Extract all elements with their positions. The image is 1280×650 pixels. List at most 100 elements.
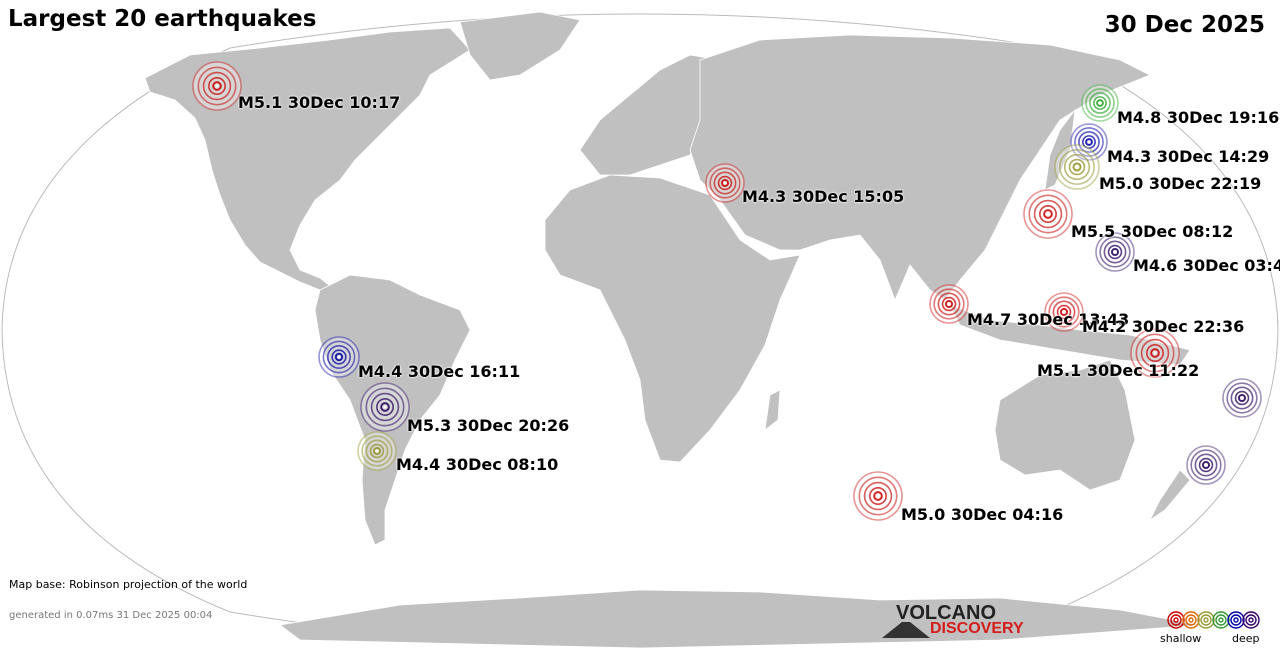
- quake-ring: [1052, 300, 1076, 324]
- quake-label[interactable]: M4.3 30Dec 14:29: [1107, 147, 1270, 166]
- quake-ring: [1078, 131, 1100, 153]
- quake-ring: [1110, 247, 1120, 257]
- earthquake-marker[interactable]: [1222, 378, 1262, 418]
- quake-ring: [1063, 153, 1091, 181]
- quake-label[interactable]: M4.8 30Dec 19:16: [1117, 108, 1280, 127]
- quake-ring: [376, 398, 394, 416]
- depth-legend: shallow deep: [1160, 610, 1270, 646]
- quake-label[interactable]: M4.4 30Dec 08:10: [396, 455, 559, 474]
- legend-ring: [1203, 617, 1209, 623]
- quake-label[interactable]: M4.6 30Dec 03:44: [1133, 256, 1280, 275]
- quake-ring: [208, 77, 226, 95]
- legend-ring: [1215, 614, 1227, 626]
- map-title: Largest 20 earthquakes: [8, 6, 317, 32]
- quake-ring: [873, 491, 883, 501]
- legend-ring: [1233, 617, 1239, 623]
- earthquake-marker[interactable]: [357, 431, 397, 471]
- logo-line2: DISCOVERY: [930, 620, 1024, 637]
- legend-ring: [1248, 617, 1254, 623]
- new-zealand: [1148, 469, 1191, 522]
- map-base-note: Map base: Robinson projection of the wor…: [9, 578, 248, 591]
- logo-line1: VOLCANO: [896, 602, 996, 624]
- quake-ring: [937, 292, 961, 316]
- quake-label[interactable]: M4.4 30Dec 16:11: [358, 362, 521, 381]
- quake-ring: [1059, 307, 1069, 317]
- quake-ring: [1198, 457, 1214, 473]
- quake-ring: [369, 443, 385, 459]
- quake-ring: [326, 344, 351, 369]
- earthquake-marker[interactable]: [1095, 232, 1135, 272]
- quake-ring: [1099, 236, 1131, 268]
- quake-ring: [334, 352, 344, 362]
- earthquake-marker[interactable]: [1081, 84, 1119, 122]
- quake-ring: [944, 299, 954, 309]
- earthquake-marker[interactable]: [318, 336, 360, 378]
- earthquake-marker[interactable]: [1054, 144, 1100, 190]
- quake-ring: [717, 175, 733, 191]
- earthquake-marker[interactable]: [360, 382, 410, 432]
- quake-epicenter: [215, 84, 219, 88]
- quake-ring: [1140, 338, 1170, 368]
- quake-ring: [1074, 127, 1104, 157]
- volcano-icon: [882, 622, 930, 638]
- quake-ring: [1146, 344, 1164, 362]
- greenland: [459, 11, 581, 81]
- quake-label[interactable]: M4.3 30Dec 15:05: [742, 187, 905, 206]
- quake-epicenter: [1062, 310, 1066, 314]
- quake-epicenter: [1075, 165, 1079, 169]
- earthquake-markers: [192, 61, 1262, 521]
- quake-label[interactable]: M5.0 30Dec 22:19: [1099, 174, 1262, 193]
- legend-ring: [1245, 614, 1257, 626]
- earthquake-marker[interactable]: [1070, 123, 1108, 161]
- volcano-discovery-logo[interactable]: VOLCANO DISCOVERY: [880, 602, 1030, 639]
- earthquake-marker[interactable]: [705, 163, 745, 203]
- australia: [994, 359, 1136, 491]
- quake-ring: [1033, 199, 1063, 229]
- quake-ring: [212, 81, 222, 91]
- legend-ring: [1212, 611, 1230, 629]
- quake-label[interactable]: M5.3 30Dec 20:26: [407, 416, 570, 435]
- quake-label[interactable]: M4.7 30Dec 13:43: [967, 310, 1130, 329]
- quake-ring: [380, 402, 390, 412]
- quake-epicenter: [383, 405, 387, 409]
- quake-ring: [1190, 449, 1222, 481]
- earthquake-marker[interactable]: [929, 284, 969, 324]
- legend-ring: [1230, 614, 1242, 626]
- quake-ring: [933, 288, 965, 320]
- legend-ring: [1188, 617, 1194, 623]
- quake-ring: [1237, 393, 1247, 403]
- earthquake-marker[interactable]: [1023, 189, 1073, 239]
- quake-ring: [713, 171, 737, 195]
- quake-label[interactable]: M5.0 30Dec 04:16: [901, 505, 1064, 524]
- quake-epicenter: [876, 494, 880, 498]
- quake-label[interactable]: M4.2 30Dec 22:36: [1082, 317, 1245, 336]
- earthquake-marker[interactable]: [1044, 292, 1084, 332]
- quake-ring: [863, 481, 893, 511]
- quake-epicenter: [947, 302, 951, 306]
- earthquake-marker[interactable]: [192, 61, 242, 111]
- quake-ring: [370, 392, 400, 422]
- africa: [544, 174, 801, 463]
- quake-epicenter: [1153, 351, 1157, 355]
- asia: [689, 34, 1151, 302]
- quake-epicenter: [1113, 250, 1117, 254]
- earthquake-marker[interactable]: [1186, 445, 1226, 485]
- quake-epicenter: [723, 181, 727, 185]
- earthquake-marker[interactable]: [853, 471, 903, 521]
- legend-ring: [1185, 614, 1197, 626]
- quake-ring: [197, 66, 237, 106]
- quake-ring: [1028, 194, 1068, 234]
- quake-ring: [1201, 460, 1211, 470]
- quake-ring: [1226, 382, 1258, 414]
- indonesia: [949, 304, 1191, 366]
- quake-ring: [202, 71, 232, 101]
- quake-epicenter: [337, 355, 341, 359]
- quake-label[interactable]: M5.1 30Dec 10:17: [238, 93, 401, 112]
- quake-ring: [1043, 209, 1053, 219]
- quake-ring: [1107, 244, 1123, 260]
- quake-label[interactable]: M5.1 30Dec 11:22: [1037, 361, 1200, 380]
- quake-label[interactable]: M5.5 30Dec 08:12: [1071, 222, 1234, 241]
- quake-ring: [1039, 205, 1057, 223]
- earthquake-marker[interactable]: [1130, 328, 1180, 378]
